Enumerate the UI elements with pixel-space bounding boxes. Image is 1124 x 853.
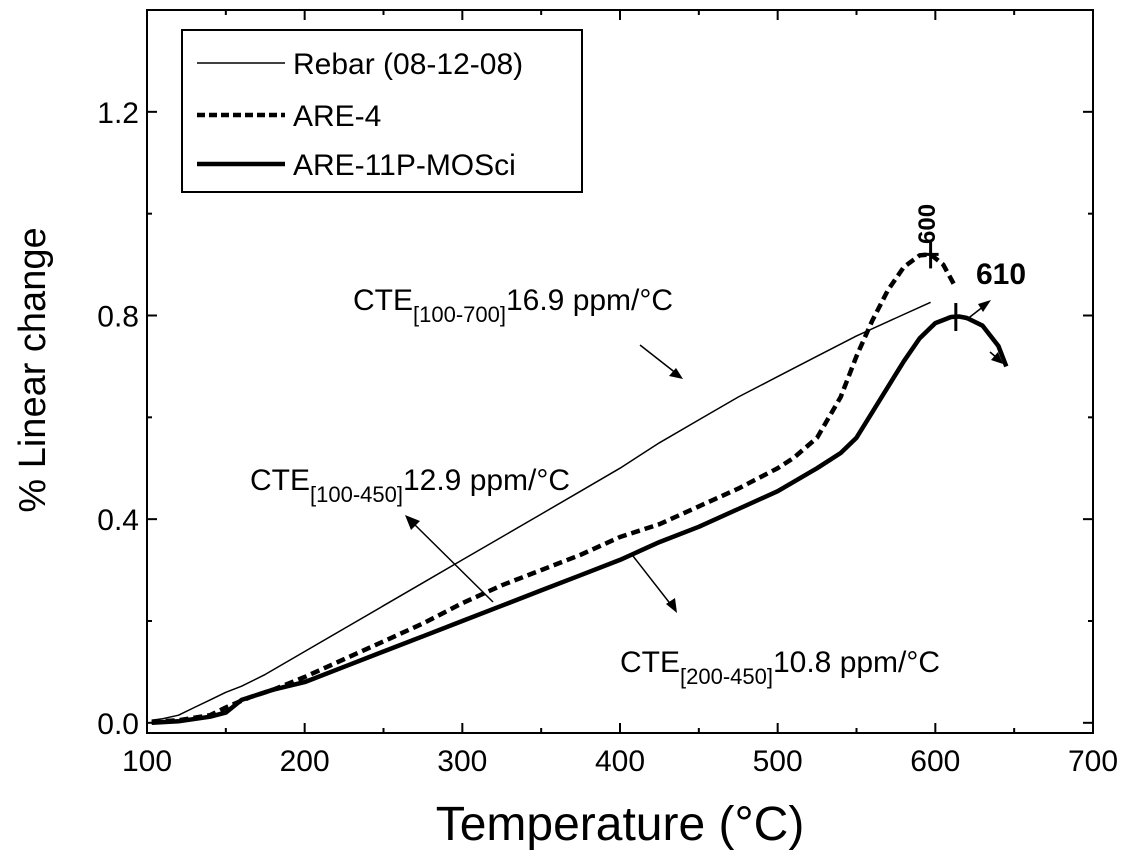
annotation-cte-are4-value: 12.9 ppm/°C [403,464,570,497]
x-tick-label-400: 400 [595,745,645,778]
annotation-cte-rebar-value: 16.9 ppm/°C [506,284,673,317]
x-tick-label-200: 200 [280,745,330,778]
y-tick-label-0.4: 0.4 [97,504,139,537]
legend-label-are11: ARE-11P-MOSci [293,149,516,182]
y-axis-title: % Linear change [12,227,54,512]
annotation-arrows [405,300,1003,613]
axis-ticks: 100 200 300 400 500 600 700 0.0 0.4 0.8 1.2 [97,9,1118,778]
x-tick-label-600: 600 [910,745,960,778]
annotation-cte-rebar-prefix: CTE [353,284,413,317]
arrow-are4-head [405,515,420,530]
annotation-cte-are11-prefix: CTE [620,646,680,679]
series-line-are-11p-mosci [151,314,1009,726]
arrow-rebar-head [669,368,683,379]
series-group [151,252,1009,726]
annotation-cte-are4-range: [100-450] [310,482,403,507]
annotation-cte-rebar: CTE[100-700]16.9 ppm/°C [353,284,673,327]
arrow-rebar-line [639,344,678,375]
x-tick-label-300: 300 [437,745,487,778]
arrow-are11-head [666,598,677,613]
x-axis-title: Temperature (°C) [436,798,805,851]
series-line-are-4 [151,252,957,725]
annotation-cte-rebar-range: [100-700] [413,302,506,327]
arrow-are11-line [632,555,673,607]
legend-label-rebar: Rebar (08-12-08) [293,48,523,81]
annotation-cte-are11: CTE[200-450]10.8 ppm/°C [620,646,940,689]
y-tick-label-0.8: 0.8 [97,300,139,333]
series-line-rebar-08-12-08 [151,301,931,722]
x-tick-label-500: 500 [753,745,803,778]
y-tick-label-0.0: 0.0 [97,708,139,741]
peak-markers [922,240,964,332]
arrow-end-head [991,352,1003,364]
legend: Rebar (08-12-08) ARE-4 ARE-11P-MOSci [181,29,583,193]
arrow-are4-line [411,521,494,603]
y-tick-label-1.2: 1.2 [97,97,139,130]
arrow-610-head [978,300,991,312]
annotation-cte-are11-range: [200-450] [680,664,773,689]
x-tick-label-700: 700 [1068,745,1118,778]
annotation-cte-are4-prefix: CTE [250,464,310,497]
x-tick-label-100: 100 [122,745,172,778]
peak-label-600: 600 [914,204,941,244]
annotation-cte-are4: CTE[100-450]12.9 ppm/°C [250,464,570,507]
annotation-cte-are11-value: 10.8 ppm/°C [773,646,940,679]
peak-label-610: 610 [976,258,1026,291]
legend-label-are4: ARE-4 [293,100,381,133]
